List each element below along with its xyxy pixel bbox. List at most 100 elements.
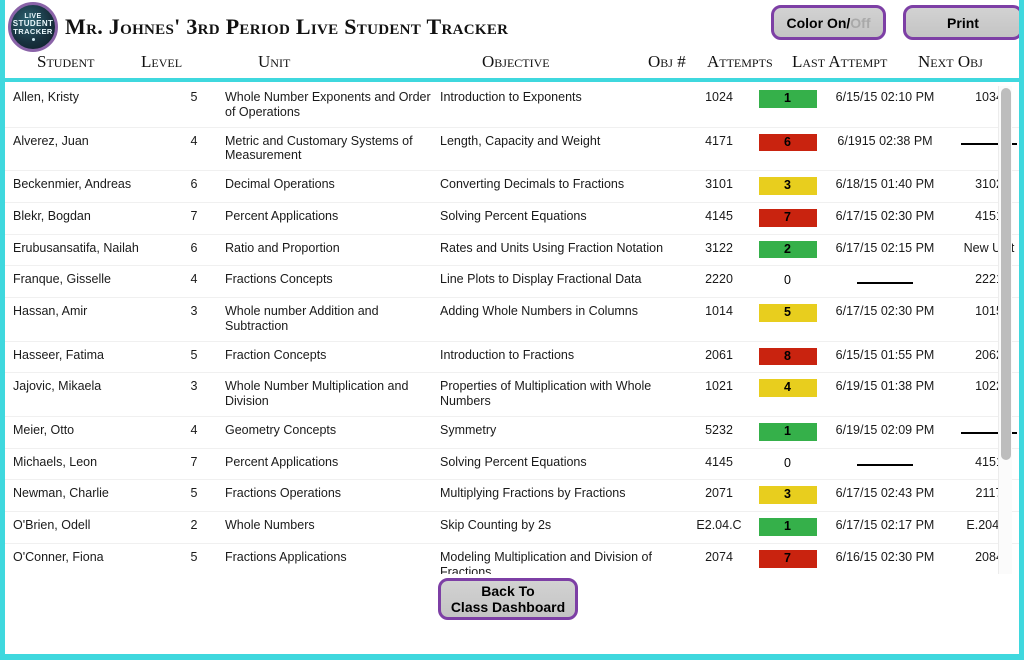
- cell-student: O'Brien, Odell: [5, 511, 165, 544]
- cell-obj-num: 1024: [688, 84, 750, 128]
- cell-last-attempt: [825, 448, 945, 481]
- next-obj-value: 2117: [975, 486, 1003, 501]
- next-obj-value: 2221: [975, 272, 1003, 287]
- cell-attempts: 7: [750, 543, 825, 574]
- cell-level: 6: [165, 234, 223, 267]
- back-to-class-dashboard-button[interactable]: Back To Class Dashboard: [438, 578, 578, 620]
- cell-last-attempt: 6/16/15 02:30 PM: [825, 543, 945, 574]
- cell-last-attempt: 6/17/15 02:15 PM: [825, 234, 945, 267]
- cell-attempts: 3: [750, 170, 825, 203]
- table-row[interactable]: Franque, Gisselle 4 Fractions Concepts Line…: [5, 265, 1019, 298]
- print-button[interactable]: Print: [903, 5, 1019, 40]
- cell-attempts: 8: [750, 341, 825, 374]
- cell-student: Franque, Gisselle: [5, 265, 165, 298]
- cell-attempts: 1: [750, 511, 825, 544]
- cell-level: 4: [165, 127, 223, 171]
- scrollbar-thumb[interactable]: [1001, 88, 1011, 460]
- table-row[interactable]: Beckenmier, Andreas 6 Decimal Operations Co…: [5, 170, 1019, 203]
- cell-level: 4: [165, 416, 223, 449]
- attempts-badge: 8: [758, 347, 817, 366]
- last-attempt-value: 6/17/15 02:43 PM: [835, 486, 935, 501]
- last-attempt-value: 6/18/15 01:40 PM: [835, 177, 935, 191]
- table-row[interactable]: Hassan, Amir 3 Whole number Addition and S…: [5, 297, 1019, 342]
- attempts-badge: 1: [758, 90, 817, 108]
- cell-last-attempt: 6/15/15 01:55 PM: [825, 341, 945, 374]
- cell-objective: Line Plots to Display Fractional Data: [438, 265, 688, 298]
- attempts-badge: 3: [758, 486, 817, 504]
- next-obj-value: 4151: [975, 208, 1003, 223]
- table-row[interactable]: Alverez, Juan 4 Metric and Customary Syste…: [5, 127, 1019, 171]
- attempts-badge: 5: [758, 304, 817, 322]
- attempts-badge: 0: [784, 273, 791, 288]
- column-header-student: Student: [37, 52, 95, 71]
- last-attempt-value: 6/19/15 02:09 PM: [835, 422, 935, 437]
- cell-unit: Decimal Operations: [223, 170, 438, 203]
- column-header-last-attempt: Last Attempt: [792, 52, 888, 71]
- logo-line-1: LIVE: [24, 12, 42, 20]
- cell-attempts: 7: [750, 202, 825, 235]
- table-row[interactable]: Erubusansatifa, Nailah 6 Ratio and Proport…: [5, 234, 1019, 267]
- cell-obj-num: E2.04.C: [688, 511, 750, 544]
- attempts-badge: 4: [758, 379, 817, 397]
- cell-last-attempt: 6/1915 02:38 PM: [825, 127, 945, 171]
- column-header-obj-num: Obj #: [648, 52, 686, 71]
- cell-attempts: 4: [750, 372, 825, 417]
- column-header-next-obj: Next Obj: [918, 52, 983, 71]
- table-row[interactable]: O'Brien, Odell 2 Whole Numbers Skip Countin…: [5, 511, 1019, 544]
- page-title: Mr. Johnes' 3rd Period Live Student Trac…: [65, 14, 509, 39]
- cell-objective: Properties of Multiplication with Whole …: [438, 372, 688, 417]
- cell-last-attempt: 6/17/15 02:43 PM: [825, 479, 945, 512]
- column-header-objective: Objective: [482, 52, 550, 71]
- attempts-badge: 6: [758, 133, 817, 152]
- next-obj-value: 4151: [975, 454, 1003, 469]
- table-row[interactable]: Michaels, Leon 7 Percent Applications Solvi…: [5, 448, 1019, 481]
- cell-student: Allen, Kristy: [5, 84, 165, 128]
- last-attempt-value: 6/17/15 02:30 PM: [835, 208, 935, 223]
- table-row[interactable]: Blekr, Bogdan 7 Percent Applications Solvin…: [5, 202, 1019, 235]
- no-next-obj-dash-icon: [961, 432, 1017, 435]
- cell-obj-num: 2061: [688, 341, 750, 374]
- cell-unit: Metric and Customary Systems of Measurem…: [223, 127, 438, 171]
- last-attempt-value: 6/15/15 01:55 PM: [835, 347, 935, 362]
- cell-obj-num: 1021: [688, 372, 750, 417]
- app-footer: Back To Class Dashboard: [5, 574, 1019, 648]
- table-row[interactable]: Hasseer, Fatima 5 Fraction Concepts Introdu…: [5, 341, 1019, 374]
- cell-last-attempt: 6/17/15 02:17 PM: [825, 511, 945, 544]
- cell-objective: Converting Decimals to Fractions: [438, 170, 688, 203]
- table-row[interactable]: Jajovic, Mikaela 3 Whole Number Multiplica…: [5, 372, 1019, 417]
- cell-objective: Skip Counting by 2s: [438, 511, 688, 544]
- last-attempt-value: 6/17/15 02:30 PM: [835, 304, 935, 318]
- cell-objective: Modeling Multiplication and Division of …: [438, 543, 688, 574]
- app-header: LIVE STUDENT TRACKER Mr. Johnes' 3rd Per…: [5, 0, 1019, 52]
- color-on-off-button[interactable]: Color On/Off: [771, 5, 886, 40]
- vertical-scrollbar[interactable]: [998, 86, 1012, 574]
- next-obj-value: 2062: [975, 347, 1003, 362]
- cell-unit: Whole Number Multiplication and Division: [223, 372, 438, 417]
- cell-level: 5: [165, 341, 223, 374]
- cell-unit: Geometry Concepts: [223, 416, 438, 449]
- cell-student: Alverez, Juan: [5, 127, 165, 171]
- student-table-scroll-area[interactable]: Allen, Kristy 5 Whole Number Exponents and…: [5, 84, 1019, 574]
- attempts-badge: 1: [758, 422, 817, 441]
- cell-objective: Solving Percent Equations: [438, 202, 688, 235]
- table-row[interactable]: Newman, Charlie 5 Fractions Operations Mult…: [5, 479, 1019, 512]
- cell-obj-num: 4145: [688, 202, 750, 235]
- last-attempt-value: 6/1915 02:38 PM: [837, 133, 933, 148]
- next-obj-value: 1015: [975, 304, 1003, 318]
- logo-line-2: STUDENT: [12, 19, 54, 29]
- cell-unit: Ratio and Proportion: [223, 234, 438, 267]
- cell-level: 6: [165, 170, 223, 203]
- header-divider: [5, 78, 1019, 82]
- cell-last-attempt: 6/15/15 02:10 PM: [825, 84, 945, 128]
- cell-level: 5: [165, 84, 223, 128]
- cell-unit: Percent Applications: [223, 202, 438, 235]
- cell-level: 5: [165, 479, 223, 512]
- table-row[interactable]: Allen, Kristy 5 Whole Number Exponents and…: [5, 84, 1019, 128]
- attempts-badge: 1: [758, 518, 817, 536]
- table-row[interactable]: Meier, Otto 4 Geometry Concepts Symmetry 523…: [5, 416, 1019, 449]
- next-obj-value: 2084: [975, 549, 1003, 564]
- table-row[interactable]: O'Conner, Fiona 5 Fractions Applications Mo…: [5, 543, 1019, 574]
- cell-last-attempt: [825, 265, 945, 298]
- table-column-headers: Student Level Unit Objective Obj # Attem…: [5, 52, 1019, 78]
